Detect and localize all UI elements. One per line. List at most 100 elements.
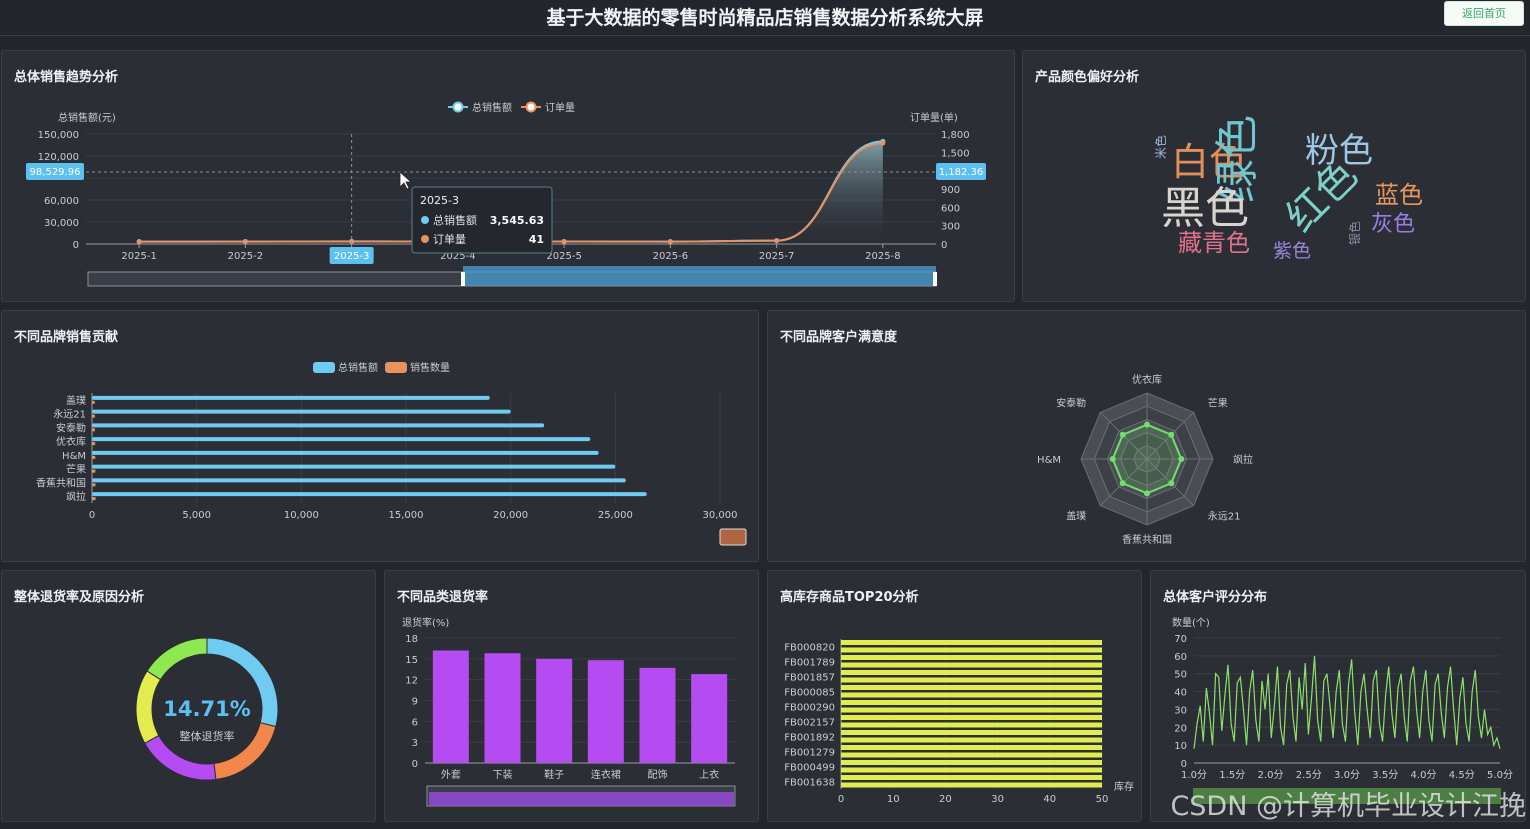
x-tick-label: 连衣裙	[591, 768, 621, 781]
x-tick-label: 2025-5	[546, 251, 581, 262]
x-tick-label: 4.5分	[1449, 769, 1475, 781]
radar-indicator-label: 永远21	[1208, 510, 1241, 523]
radar-point	[1144, 490, 1150, 497]
sales-bar	[92, 492, 647, 497]
x-tick-label: 5,000	[182, 510, 211, 521]
sales-bar	[92, 409, 511, 414]
toolbox-icon	[719, 528, 747, 546]
high-stock-chart[interactable]: 0 10 20 30 40 50 库存 FB000820 FB001789 FB001857 FB0…	[768, 571, 1142, 822]
panel-title: 产品颜色偏好分析	[1035, 70, 1140, 85]
watermark: CSDN @计算机毕业设计江挽	[1170, 791, 1526, 822]
panel-title: 总体销售趋势分析	[14, 70, 119, 85]
radar-point	[1178, 456, 1185, 462]
quantity-bar	[92, 400, 95, 404]
quantity-bar	[92, 497, 96, 501]
y-tick-label: 盖璞	[66, 394, 86, 407]
y-tick-label: FB001789	[784, 658, 835, 669]
x-tick-label: 50	[1096, 794, 1109, 805]
y-right-tick: 1,500	[941, 148, 970, 159]
tooltip-marker	[421, 216, 429, 224]
zoom-slider-selection	[463, 266, 936, 286]
y-tick-label: 芒果	[66, 463, 86, 476]
radar-indicator-label: 香蕉共和国	[1122, 534, 1172, 546]
y-tick-label: 18	[405, 634, 418, 645]
sales-bar	[92, 437, 591, 442]
x-tick-label: 1.0分	[1181, 769, 1207, 781]
sales-bar	[92, 450, 599, 455]
word: 黑色	[1161, 183, 1249, 234]
y-left-pointer-value: 98,529.96	[30, 167, 81, 178]
stock-bar	[841, 662, 1102, 668]
brand-sales-chart[interactable]: 总销售额 销售数量 0 5,000 10,000 15,000 20,000 25,000 30…	[2, 311, 759, 562]
rating-distribution-chart[interactable]: 数量(个) 0 10 20 30 40 50 60 70 1.0分 1.5分 2.0分 2.5分 3.0分…	[1151, 571, 1526, 822]
y-right-pointer-value: 1,182.36	[939, 167, 984, 178]
radar-indicator-label: 盖璞	[1066, 510, 1086, 523]
x-tick-label: 上衣	[699, 768, 719, 781]
tooltip-title: 2025-3	[420, 194, 459, 207]
word: 米色	[1154, 135, 1168, 159]
top-bar: 基于大数据的零售时尚精品店销售数据分析系统大屏 返回首页	[0, 0, 1530, 36]
category-return-panel: 不同品类退货率 退货率(%) 0 3 6 9 12 15 18 外套 下装 鞋子 连衣裙 配饰 上衣	[384, 570, 759, 822]
stock-bar	[841, 692, 1102, 698]
x-tick-label: 25,000	[598, 510, 633, 521]
y-right-axis-name: 订单量(单)	[910, 112, 958, 124]
y-tick-label: FB001638	[784, 778, 835, 789]
radar-indicator-label: 安泰勒	[1056, 396, 1086, 409]
panel-title: 总体客户评分分布	[1163, 590, 1268, 605]
category-return-chart[interactable]: 退货率(%) 0 3 6 9 12 15 18 外套 下装 鞋子 连衣裙 配饰 上衣	[385, 571, 759, 822]
page-title: 基于大数据的零售时尚精品店销售数据分析系统大屏	[546, 7, 984, 29]
x-tick-label: 10	[887, 794, 900, 805]
stock-bar	[841, 730, 1102, 735]
word: 白色	[1171, 140, 1247, 184]
y-left-axis-name: 总销售额(元)	[58, 111, 116, 124]
y-tick-label: 60	[1174, 652, 1187, 663]
panel-title: 不同品牌销售贡献	[14, 330, 119, 345]
legend-label: 总销售额	[338, 361, 378, 374]
y-tick-label: 30	[1174, 705, 1187, 716]
y-tick-label: 20	[1174, 723, 1187, 734]
x-tick-label: 2025-8	[865, 251, 900, 262]
y-tick-label: 0	[1181, 759, 1187, 770]
y-tick-label: 50	[1174, 670, 1187, 681]
mouse-cursor-icon	[399, 171, 413, 190]
return-bar	[639, 667, 676, 763]
tooltip-marker	[421, 235, 429, 243]
stock-bar	[841, 775, 1102, 780]
back-home-button[interactable]: 返回首页	[1444, 1, 1524, 26]
x-tick-label: 鞋子	[544, 768, 564, 781]
y-left-tick: 150,000	[38, 130, 79, 141]
y-right-tick: 600	[941, 203, 960, 214]
x-tick-label: 20	[939, 794, 952, 805]
x-tick-label: 0	[89, 510, 95, 521]
sales-trend-panel: 总体销售趋势分析 总销售额 订单量 总销售额(元) 订单量(单) 150,000 120,…	[1, 50, 1015, 302]
x-tick-label: 2.5分	[1296, 769, 1322, 781]
stock-bar	[841, 737, 1102, 743]
x-tick-label: 3.5分	[1372, 769, 1398, 781]
x-tick-label: 40	[1043, 794, 1056, 805]
return-rate-panel: 整体退货率及原因分析 14.71% 整体退货率	[1, 570, 376, 822]
rating-line	[1193, 655, 1501, 749]
y-right-tick: 900	[941, 185, 960, 196]
x-tick-label: 2025-4	[440, 251, 475, 262]
stock-bar	[841, 700, 1102, 705]
legend-label: 总销售额	[472, 101, 512, 114]
y-right-tick: 1,800	[941, 130, 970, 141]
y-tick-label: 0	[412, 759, 418, 770]
donut-center-value: 14.71%	[163, 697, 250, 721]
quantity-bar	[92, 428, 95, 432]
donut-slice	[146, 637, 208, 681]
x-tick-label: 2025-6	[653, 251, 688, 262]
x-tick-label: 30	[991, 794, 1004, 805]
y-tick-label: FB000290	[784, 703, 835, 714]
x-tick-label: 10,000	[284, 510, 319, 521]
return-rate-donut[interactable]: 14.71% 整体退货率	[2, 571, 376, 822]
radar-indicator-label: 飒拉	[1233, 453, 1253, 466]
return-bar	[536, 658, 573, 763]
radar-indicator-label: 优衣库	[1132, 373, 1162, 386]
stock-bar	[841, 677, 1102, 683]
x-tick-label: 3.0分	[1334, 769, 1360, 781]
panel-title: 不同品类退货率	[397, 590, 489, 605]
y-left-tick: 120,000	[38, 152, 79, 163]
